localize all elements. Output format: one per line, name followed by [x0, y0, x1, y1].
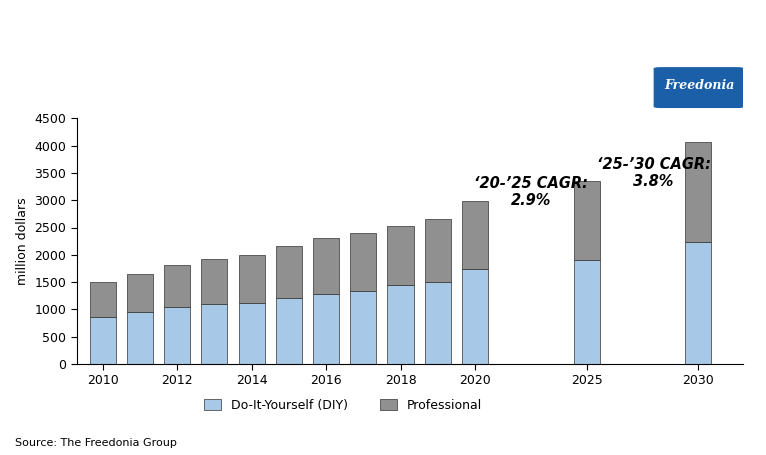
Bar	[127, 274, 153, 312]
Bar	[127, 312, 153, 364]
Bar	[350, 291, 376, 364]
Bar	[686, 242, 712, 364]
Bar	[238, 255, 264, 303]
Text: Source: The Freedonia Group: Source: The Freedonia Group	[15, 438, 177, 448]
Bar	[164, 265, 190, 307]
Bar	[90, 317, 116, 364]
Bar	[350, 233, 376, 291]
Bar	[313, 293, 339, 364]
Bar	[238, 303, 264, 364]
Text: Freedonia: Freedonia	[665, 79, 735, 92]
Bar	[276, 298, 302, 364]
Bar	[574, 181, 600, 260]
Bar	[388, 285, 414, 364]
Bar	[462, 269, 488, 364]
Bar	[424, 282, 450, 364]
Bar	[90, 282, 116, 317]
Bar	[574, 260, 600, 364]
Text: Figure 3-3 | Modular Home Organization Units: DIY vs. Professional Installation,: Figure 3-3 | Modular Home Organization U…	[9, 18, 712, 30]
Bar	[424, 219, 450, 282]
Bar	[201, 258, 228, 304]
Bar	[201, 304, 228, 364]
Bar	[313, 238, 339, 293]
Bar	[686, 142, 712, 242]
Legend: Do-It-Yourself (DIY), Professional: Do-It-Yourself (DIY), Professional	[199, 394, 487, 417]
FancyBboxPatch shape	[653, 66, 745, 109]
Bar	[164, 307, 190, 364]
Text: ‘20-’25 CAGR:
2.9%: ‘20-’25 CAGR: 2.9%	[474, 176, 588, 208]
Bar	[462, 201, 488, 269]
Text: ‘25-’30 CAGR:
3.8%: ‘25-’30 CAGR: 3.8%	[597, 157, 711, 189]
Bar	[276, 246, 302, 298]
Y-axis label: million dollars: million dollars	[16, 197, 29, 285]
Bar	[388, 227, 414, 285]
